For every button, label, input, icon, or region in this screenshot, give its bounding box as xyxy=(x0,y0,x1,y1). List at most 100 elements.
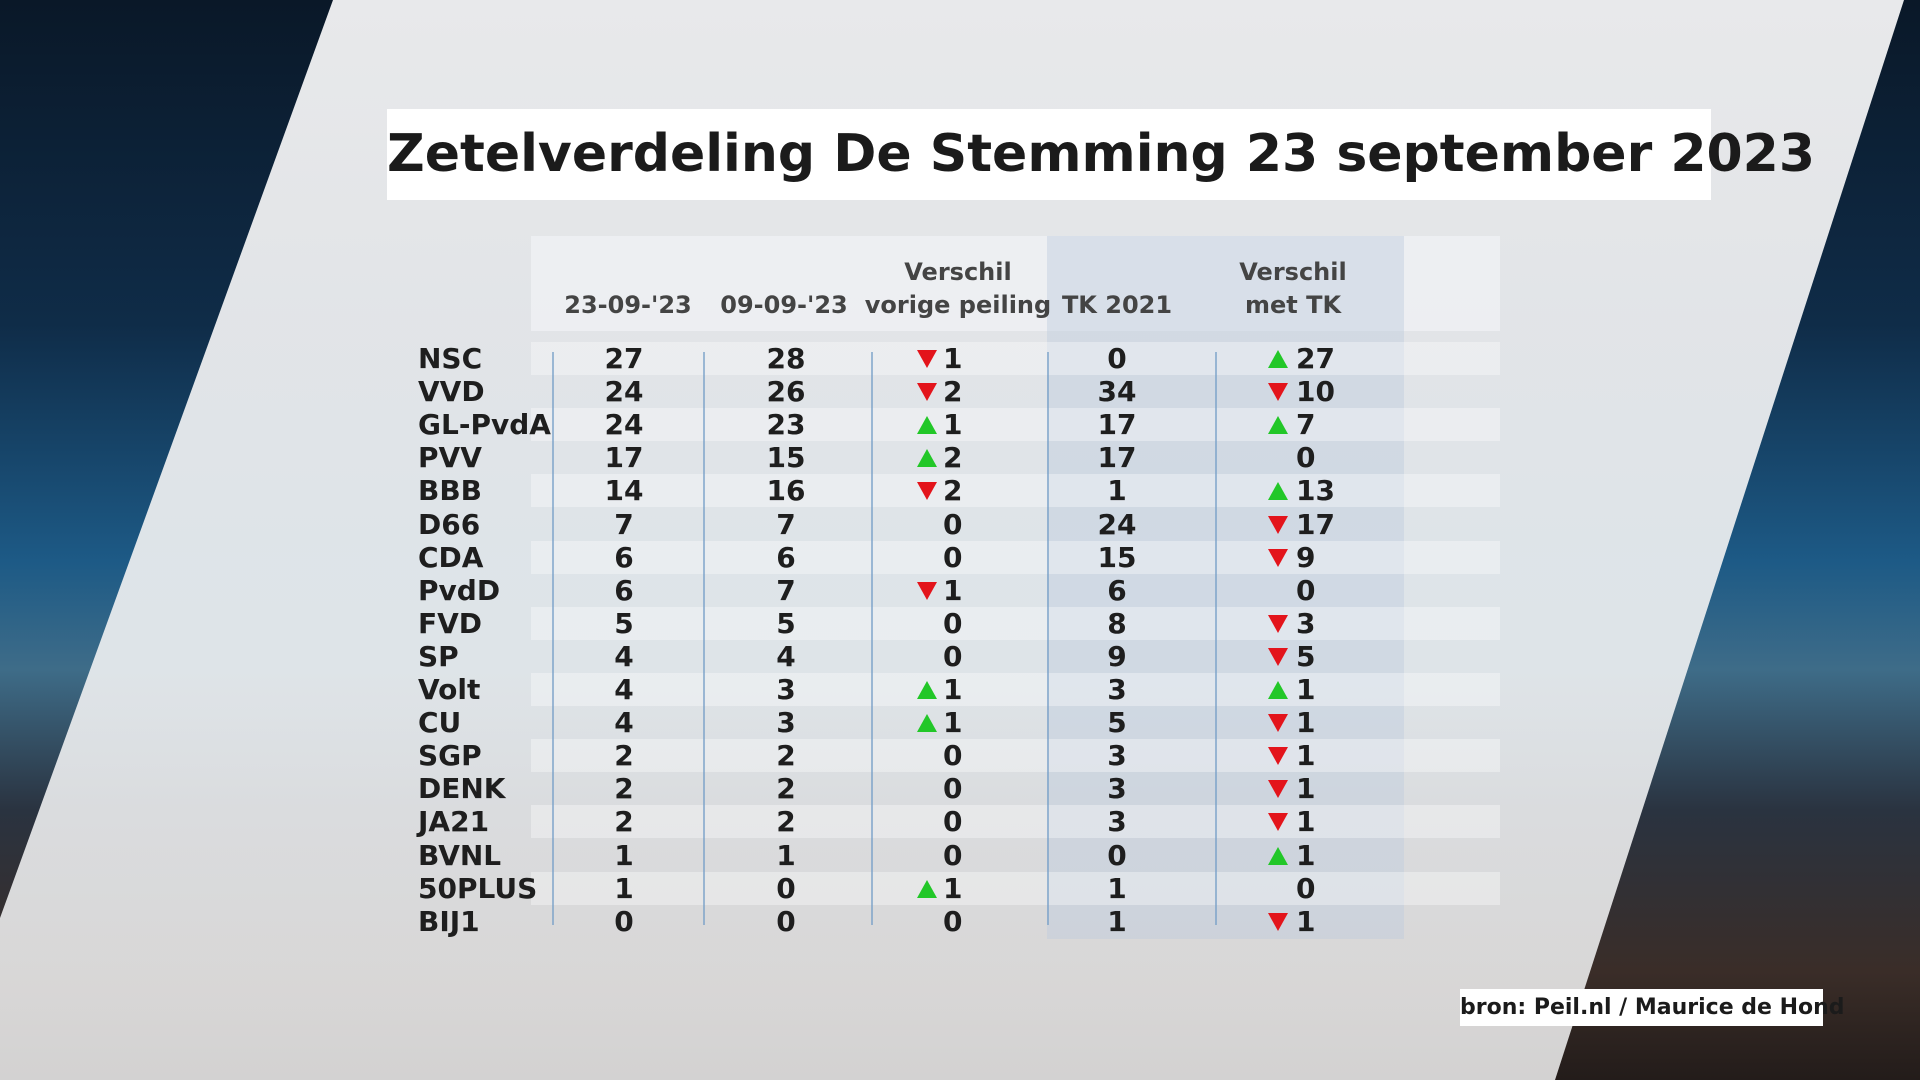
tk2021-seats: 17 xyxy=(1097,408,1137,442)
tk2021-seats: 17 xyxy=(1097,441,1137,475)
arrow-down xyxy=(1268,614,1288,633)
column-header: TK 2021 xyxy=(1061,291,1173,319)
tk2021-seats: 5 xyxy=(1107,706,1127,740)
diff-tk: 1 xyxy=(1296,838,1316,872)
column-header: 09-09-'23 xyxy=(720,291,848,319)
diff-tk: 7 xyxy=(1296,408,1316,442)
diff-tk: 1 xyxy=(1296,904,1316,938)
arrow-up xyxy=(917,416,937,435)
arrow-up xyxy=(1268,846,1288,865)
previous-seats: 15 xyxy=(766,441,806,475)
tk2021-seats: 15 xyxy=(1097,540,1137,574)
diff-tk: 13 xyxy=(1296,474,1335,508)
current-seats: 5 xyxy=(614,606,634,640)
title: Zetelverdeling De Stemming 23 september … xyxy=(387,124,1816,184)
row-stripe xyxy=(531,474,1500,508)
tk-column-shade xyxy=(1047,236,1404,939)
diff-previous: 0 xyxy=(943,606,963,640)
diff-previous: 2 xyxy=(943,474,963,508)
arrow-shape xyxy=(1268,548,1288,567)
tk2021-seats: 3 xyxy=(1107,673,1127,706)
previous-seats: 0 xyxy=(776,904,796,938)
diff-tk: 5 xyxy=(1296,639,1316,673)
row-stripe xyxy=(531,673,1500,706)
diff-tk: 10 xyxy=(1296,375,1335,409)
arrow-down xyxy=(917,350,937,368)
arrow-down xyxy=(1268,515,1288,534)
arrow-down xyxy=(1268,813,1288,832)
party-name: CU xyxy=(418,706,462,740)
arrow-shape xyxy=(1268,482,1288,501)
current-seats: 27 xyxy=(604,342,644,375)
arrow-down xyxy=(917,383,937,402)
row-stripe xyxy=(531,805,1500,839)
arrow-shape xyxy=(917,482,937,501)
arrow-shape xyxy=(1268,780,1288,799)
column-header: met TK xyxy=(1244,291,1342,319)
arrow-shape xyxy=(1268,714,1288,733)
diff-tk: 1 xyxy=(1296,772,1316,806)
party-name: D66 xyxy=(418,507,481,541)
party-name: VVD xyxy=(418,375,485,409)
arrow-shape xyxy=(917,350,937,368)
diff-previous: 0 xyxy=(943,639,963,673)
column-separator xyxy=(1047,352,1049,925)
current-seats: 2 xyxy=(614,805,634,839)
column-header: Verschil xyxy=(904,258,1012,286)
tk2021-seats: 1 xyxy=(1107,474,1127,508)
previous-seats: 3 xyxy=(776,673,796,706)
tk2021-seats: 1 xyxy=(1107,904,1127,938)
row-stripe xyxy=(531,342,1500,375)
row-stripe xyxy=(531,739,1500,773)
arrow-down xyxy=(1268,383,1288,402)
party-name: BIJ1 xyxy=(418,904,480,938)
row-stripe xyxy=(531,540,1500,574)
current-seats: 4 xyxy=(614,639,634,673)
diff-previous: 2 xyxy=(943,441,963,475)
previous-seats: 3 xyxy=(776,706,796,740)
previous-seats: 0 xyxy=(776,871,796,905)
header-background xyxy=(531,236,1500,331)
column-separator xyxy=(703,352,705,925)
current-seats: 24 xyxy=(604,408,644,442)
row-stripe xyxy=(531,408,1500,442)
diff-tk: 0 xyxy=(1296,441,1316,475)
title-box: Zetelverdeling De Stemming 23 september … xyxy=(387,109,1816,200)
tk2021-seats: 3 xyxy=(1107,739,1127,773)
arrow-down xyxy=(1268,548,1288,567)
party-name: NSC xyxy=(418,342,483,375)
diff-previous: 1 xyxy=(943,573,963,607)
arrow-down xyxy=(917,482,937,501)
arrow-up xyxy=(1268,350,1288,368)
diff-tk: 1 xyxy=(1296,706,1316,740)
column-separator xyxy=(871,352,873,925)
diff-tk: 27 xyxy=(1296,342,1335,375)
arrow-up xyxy=(917,879,937,898)
diff-previous: 0 xyxy=(943,838,963,872)
arrow-shape xyxy=(917,383,937,402)
arrow-shape xyxy=(917,416,937,435)
previous-seats: 1 xyxy=(776,838,796,872)
current-seats: 4 xyxy=(614,706,634,740)
party-name: Volt xyxy=(418,673,481,706)
column-header: vorige peiling xyxy=(864,291,1052,319)
current-seats: 6 xyxy=(614,540,634,574)
tk2021-seats: 0 xyxy=(1107,838,1127,872)
arrow-shape xyxy=(1268,614,1288,633)
diff-tk: 1 xyxy=(1296,673,1316,706)
diff-tk: 9 xyxy=(1296,540,1316,574)
arrow-shape xyxy=(1268,681,1288,699)
previous-seats: 2 xyxy=(776,739,796,773)
party-name: BBB xyxy=(418,474,483,508)
arrow-shape xyxy=(1268,416,1288,435)
arrow-shape xyxy=(917,449,937,468)
previous-seats: 7 xyxy=(776,507,796,541)
previous-seats: 4 xyxy=(776,639,796,673)
previous-seats: 7 xyxy=(776,573,796,607)
tk2021-seats: 0 xyxy=(1107,342,1127,375)
previous-seats: 26 xyxy=(766,375,806,409)
party-name: SP xyxy=(418,639,459,673)
party-name: JA21 xyxy=(418,805,490,839)
diff-tk: 17 xyxy=(1296,507,1335,541)
